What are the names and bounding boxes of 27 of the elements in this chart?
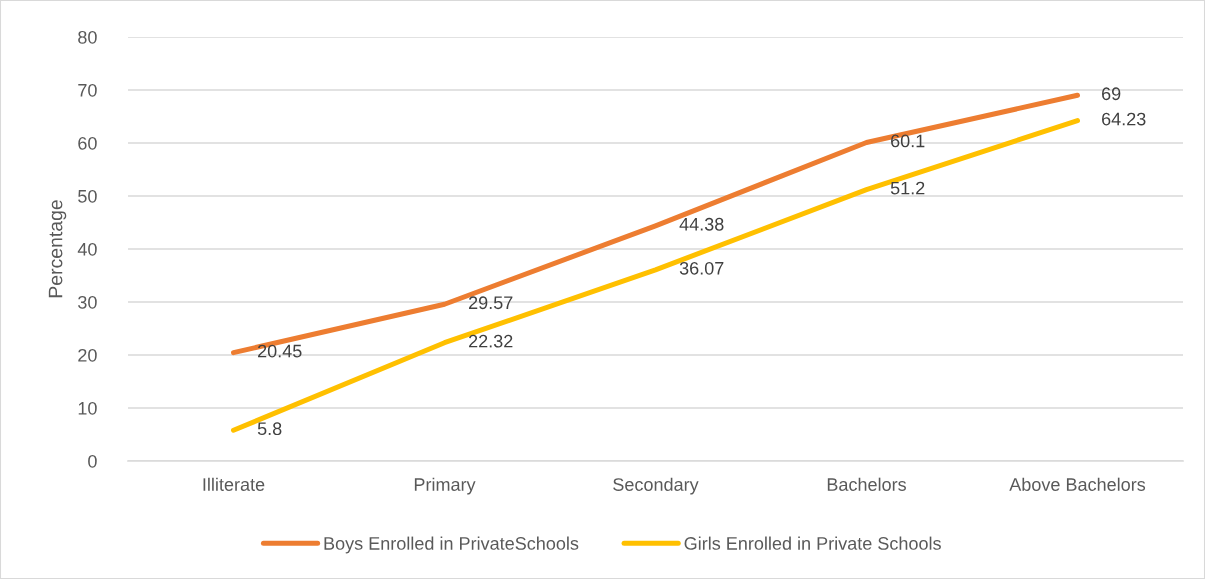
x-tick-label: Illiterate xyxy=(203,477,265,491)
data-label: 64.23 xyxy=(1102,112,1146,126)
data-label: 29.57 xyxy=(469,296,513,310)
y-tick-label: 0 xyxy=(88,454,97,468)
data-label: 60.1 xyxy=(891,134,925,148)
y-tick-label: 80 xyxy=(78,30,97,44)
data-label: 44.38 xyxy=(679,217,724,231)
y-tick-label: 60 xyxy=(78,136,97,150)
y-tick-label: 40 xyxy=(77,242,97,256)
y-tick-label: 20 xyxy=(78,348,97,362)
legend-label: Boys Enrolled in PrivateSchools xyxy=(324,536,579,554)
y-tick-label: 70 xyxy=(78,83,97,97)
data-label: 22.32 xyxy=(469,334,513,348)
data-label: 69 xyxy=(1102,87,1121,101)
x-tick-label: Above Bachelors xyxy=(1009,477,1146,491)
y-axis-title: Percentage xyxy=(48,200,67,298)
x-tick-label: Primary xyxy=(414,477,476,495)
legend-label: Girls Enrolled in Private Schools xyxy=(684,536,941,550)
data-label: 5.8 xyxy=(257,422,282,436)
y-tick-label: 30 xyxy=(78,295,97,309)
data-label: 20.45 xyxy=(258,344,302,358)
data-label: 51.2 xyxy=(890,181,925,195)
data-label: 36.07 xyxy=(679,261,724,275)
y-tick-label: 10 xyxy=(78,401,97,415)
x-tick-label: Bachelors xyxy=(827,477,906,491)
x-tick-label: Secondary xyxy=(613,477,699,495)
y-tick-label: 50 xyxy=(78,189,97,203)
